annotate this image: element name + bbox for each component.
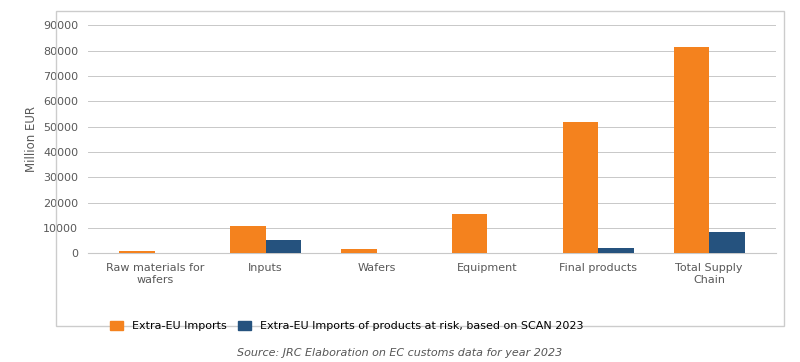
Bar <box>266 240 301 253</box>
Text: Source: JRC Elaboration on EC customs data for year 2023: Source: JRC Elaboration on EC customs da… <box>238 348 562 358</box>
Legend: Extra-EU Imports, Extra-EU Imports of products at risk, based on SCAN 2023: Extra-EU Imports, Extra-EU Imports of pr… <box>110 321 583 331</box>
Bar <box>452 214 487 253</box>
Bar <box>674 47 710 253</box>
Bar <box>710 232 745 253</box>
Bar <box>230 226 266 253</box>
Y-axis label: Million EUR: Million EUR <box>25 106 38 172</box>
Bar <box>563 122 598 253</box>
Bar <box>598 248 634 253</box>
Bar <box>119 251 154 253</box>
Bar <box>341 249 377 253</box>
